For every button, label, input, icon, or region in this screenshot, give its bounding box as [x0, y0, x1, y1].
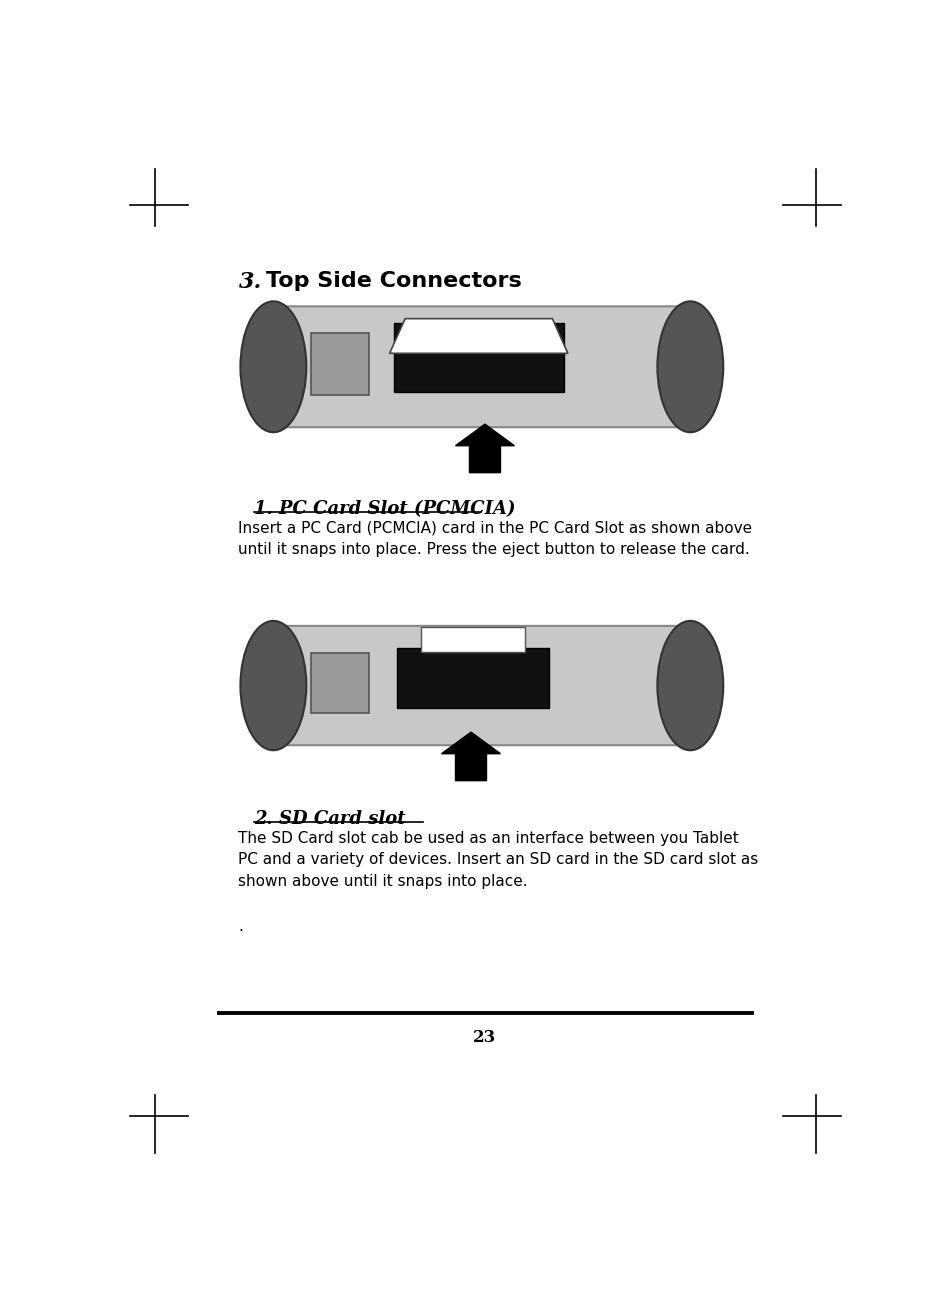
FancyBboxPatch shape: [259, 627, 705, 746]
Text: 3.: 3.: [239, 271, 261, 293]
Bar: [311, 334, 368, 395]
Ellipse shape: [657, 621, 724, 751]
Polygon shape: [456, 424, 514, 472]
Polygon shape: [441, 732, 500, 781]
Text: 23: 23: [474, 1028, 496, 1045]
Ellipse shape: [241, 621, 306, 751]
FancyBboxPatch shape: [259, 306, 705, 428]
Polygon shape: [389, 319, 568, 353]
Ellipse shape: [657, 301, 724, 432]
Bar: [394, 323, 564, 392]
Text: 1. PC Card Slot (PCMCIA): 1. PC Card Slot (PCMCIA): [254, 500, 515, 518]
Ellipse shape: [241, 301, 306, 432]
Text: The SD Card slot cab be used as an interface between you Tablet
PC and a variety: The SD Card slot cab be used as an inter…: [239, 831, 759, 889]
Text: 2. SD Card slot: 2. SD Card slot: [254, 810, 405, 828]
Text: Insert a PC Card (PCMCIA) card in the PC Card Slot as shown above
until it snaps: Insert a PC Card (PCMCIA) card in the PC…: [239, 521, 753, 557]
Bar: [311, 653, 368, 713]
Text: Top Side Connectors: Top Side Connectors: [265, 271, 522, 290]
Text: .: .: [239, 920, 243, 934]
Bar: [420, 628, 526, 653]
Bar: [398, 649, 548, 708]
